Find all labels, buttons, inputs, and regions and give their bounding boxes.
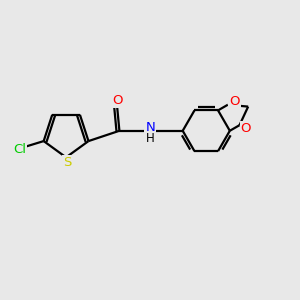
Text: O: O <box>241 122 251 135</box>
Text: Cl: Cl <box>13 143 26 156</box>
Text: N: N <box>146 121 155 134</box>
Text: S: S <box>63 156 72 169</box>
Text: O: O <box>112 94 122 107</box>
Text: O: O <box>229 95 239 108</box>
Text: H: H <box>146 132 155 145</box>
